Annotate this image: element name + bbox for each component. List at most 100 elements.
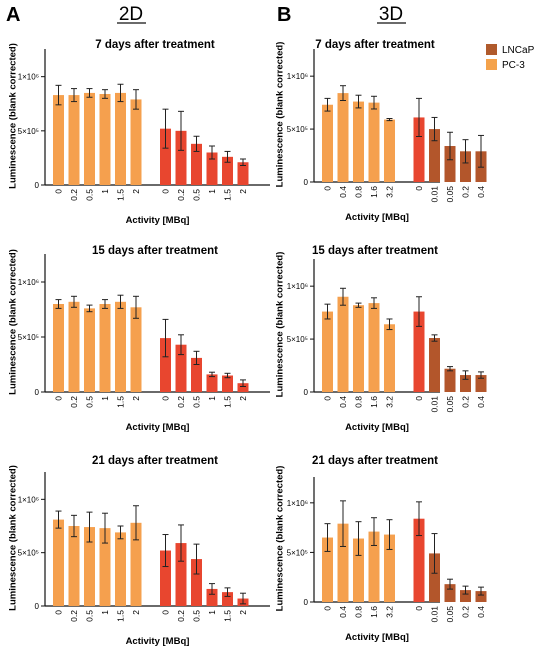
x-tick-label: 1.5	[116, 189, 126, 201]
legend-label-pc3: PC-3	[502, 60, 525, 71]
x-tick-label: 0.01	[430, 396, 440, 413]
legend: LNCaP PC-3	[486, 44, 535, 71]
y-tick-label: 1×10⁶	[287, 499, 308, 508]
bar-lncap-2	[237, 162, 249, 185]
x-tick-label: 0.2	[69, 610, 79, 622]
x-tick-label: 0.2	[176, 610, 186, 622]
x-tick-label: 1.5	[223, 610, 233, 622]
bar-pc3-0	[53, 304, 64, 392]
bar-lncap-1.5	[222, 156, 233, 185]
chart-title: 15 days after treatment	[92, 245, 218, 257]
bar-pc3-0.4	[337, 296, 349, 392]
x-tick-label: 0.4	[476, 396, 486, 408]
bar-pc3-0	[53, 519, 64, 606]
bar-lncap-0	[413, 311, 425, 392]
x-tick-label: 3.2	[385, 186, 395, 198]
bar-lncap-0.2	[460, 590, 471, 602]
y-axis-label: Luminescence (blank corrected)	[8, 249, 19, 395]
bar-pc3-1	[99, 94, 111, 185]
x-tick-label: 1	[207, 396, 217, 401]
x-tick-label: 2	[131, 610, 141, 615]
x-tick-label: 1.6	[369, 396, 379, 408]
bar-pc3-1.5	[115, 301, 126, 392]
x-tick-label: 1.6	[369, 606, 379, 618]
legend-swatch-pc3	[486, 59, 497, 70]
x-tick-label: 0.4	[476, 606, 486, 618]
x-tick-label: 0	[161, 610, 171, 615]
y-tick-label: 0	[304, 388, 309, 397]
y-tick-label: 5×10⁵	[18, 549, 39, 558]
y-axis-label: Luminescence (blank corrected)	[275, 466, 286, 612]
y-tick-label: 1×10⁶	[287, 282, 308, 291]
x-tick-label: 0	[323, 606, 333, 611]
bar-lncap-0.5	[191, 143, 202, 185]
x-tick-label: 0.4	[476, 186, 486, 198]
x-tick-label: 0.4	[338, 606, 348, 618]
chart-title: 21 days after treatment	[92, 455, 218, 467]
x-tick-label: 0.2	[69, 189, 79, 201]
y-tick-label: 5×10⁵	[287, 125, 308, 134]
x-tick-label: 0.5	[85, 396, 95, 408]
y-tick-label: 1×10⁶	[287, 72, 308, 81]
bar-pc3-2	[130, 522, 142, 606]
chart-title: 7 days after treatment	[95, 39, 215, 51]
bar-lncap-0	[413, 518, 425, 602]
x-axis-label: Activity [MBq]	[345, 212, 409, 223]
chart-title: 21 days after treatment	[312, 455, 438, 467]
x-tick-label: 0.2	[461, 186, 471, 198]
bar-lncap-0.4	[475, 591, 487, 602]
bar-pc3-3.2	[384, 534, 395, 602]
bar-pc3-1.5	[115, 532, 126, 606]
x-tick-label: 0	[414, 186, 424, 191]
y-tick-label: 0	[35, 181, 40, 190]
x-tick-label: 1.5	[116, 396, 126, 408]
y-tick-label: 0	[304, 598, 309, 607]
x-tick-label: 0	[54, 396, 64, 401]
x-tick-label: 0	[54, 189, 64, 194]
column-header-3d: 3D	[379, 4, 403, 25]
bar-lncap-0.05	[444, 368, 456, 392]
y-tick-label: 0	[35, 388, 40, 397]
bar-lncap-0.01	[429, 129, 440, 182]
panel-letter-a: A	[6, 4, 20, 26]
y-axis-label: Luminescence (blank corrected)	[275, 42, 286, 188]
bar-pc3-2	[130, 307, 142, 392]
x-tick-label: 2	[238, 610, 248, 615]
chart-1: 7 days after treatment Luminescence (blan…	[8, 39, 270, 226]
x-tick-label: 1	[100, 610, 110, 615]
x-tick-label: 0.5	[85, 189, 95, 201]
bar-lncap-0.05	[444, 146, 456, 182]
y-tick-label: 1×10⁶	[18, 278, 39, 287]
bar-pc3-0	[53, 95, 64, 185]
bar-pc3-0	[322, 311, 333, 392]
x-axis-label: Activity [MBq]	[126, 422, 190, 433]
x-tick-label: 0.01	[430, 606, 440, 623]
bar-lncap-0.2	[460, 375, 471, 392]
bar-pc3-1.6	[368, 531, 380, 602]
x-tick-label: 0	[161, 396, 171, 401]
y-tick-label: 1×10⁶	[18, 495, 39, 504]
panel-letter-b: B	[277, 4, 291, 26]
bar-pc3-1.6	[368, 102, 380, 182]
y-axis-label: Luminescence (blank corrected)	[8, 465, 19, 611]
bar-lncap-0.2	[175, 543, 187, 606]
x-tick-label: 0.4	[338, 396, 348, 408]
x-tick-label: 0	[323, 396, 333, 401]
x-tick-label: 3.2	[385, 396, 395, 408]
bar-lncap-0.2	[460, 151, 471, 182]
bar-pc3-0.5	[84, 527, 95, 606]
x-tick-label: 1.5	[223, 396, 233, 408]
x-tick-label: 0.5	[85, 610, 95, 622]
bar-pc3-0.2	[68, 95, 80, 185]
x-tick-label: 0.8	[354, 186, 364, 198]
bar-pc3-0.5	[84, 308, 95, 392]
y-axis-label: Luminescence (blank corrected)	[275, 252, 286, 398]
bar-pc3-1.6	[368, 303, 380, 392]
bar-pc3-0	[322, 537, 333, 602]
x-tick-label: 2	[238, 396, 248, 401]
x-tick-label: 2	[238, 189, 248, 194]
bar-lncap-1	[206, 152, 218, 185]
x-axis-label: Activity [MBq]	[345, 632, 409, 643]
x-tick-label: 0.5	[192, 189, 202, 201]
y-tick-label: 5×10⁵	[287, 548, 308, 557]
